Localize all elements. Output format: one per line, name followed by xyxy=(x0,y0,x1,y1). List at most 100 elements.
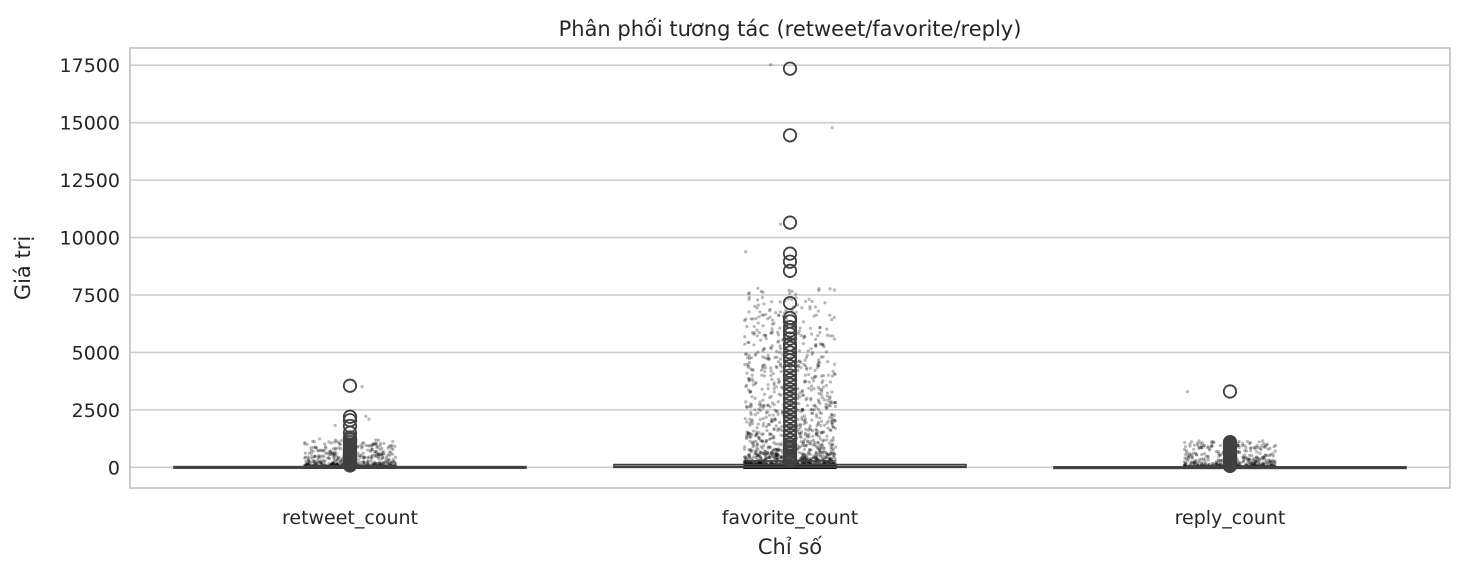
strip-point xyxy=(394,456,397,459)
strip-point xyxy=(374,441,377,444)
strip-point xyxy=(804,374,807,377)
strip-point xyxy=(833,372,836,375)
strip-point xyxy=(802,342,805,345)
strip-point xyxy=(763,370,766,373)
strip-point xyxy=(766,410,769,413)
strip-point xyxy=(767,358,770,361)
strip-point xyxy=(819,455,822,458)
strip-point xyxy=(812,387,815,390)
strip-point xyxy=(744,250,747,253)
strip-point xyxy=(829,395,832,398)
strip-point xyxy=(779,358,782,361)
strip-point xyxy=(777,400,780,403)
strip-point xyxy=(825,435,828,438)
strip-point xyxy=(825,438,828,441)
strip-point xyxy=(756,334,759,337)
strip-point xyxy=(820,393,823,396)
strip-point xyxy=(788,292,791,295)
strip-point xyxy=(804,380,807,383)
strip-point xyxy=(759,338,762,341)
strip-point xyxy=(830,439,833,442)
strip-point xyxy=(808,305,811,308)
strip-point xyxy=(827,374,830,377)
strip-point xyxy=(1262,442,1265,445)
strip-point xyxy=(798,326,801,329)
strip-point xyxy=(833,316,836,319)
strip-point xyxy=(753,325,756,328)
strip-point xyxy=(755,430,758,433)
strip-point xyxy=(807,349,810,352)
strip-point xyxy=(826,395,829,398)
strip-point xyxy=(771,449,774,452)
strip-point xyxy=(372,442,375,445)
strip-point xyxy=(768,396,771,399)
strip-point xyxy=(374,450,377,453)
strip-points xyxy=(303,63,1278,469)
strip-point xyxy=(759,418,762,421)
strip-point xyxy=(1245,449,1248,452)
strip-point xyxy=(758,310,761,313)
strip-point xyxy=(367,418,370,421)
strip-point xyxy=(762,432,765,435)
strip-point xyxy=(756,443,759,446)
strip-point xyxy=(834,446,837,449)
strip-point xyxy=(779,300,782,303)
strip-point xyxy=(828,416,831,419)
strip-point xyxy=(1258,440,1261,443)
strip-point xyxy=(811,412,814,415)
strip-point xyxy=(798,349,801,352)
strip-point xyxy=(377,438,380,441)
strip-point xyxy=(803,335,806,338)
strip-point xyxy=(334,459,337,462)
strip-point xyxy=(798,395,801,398)
strip-point xyxy=(319,461,322,464)
strip-point xyxy=(815,453,818,456)
strip-point xyxy=(360,446,363,449)
strip-point xyxy=(811,408,814,411)
strip-point xyxy=(765,439,768,442)
strip-point xyxy=(778,344,781,347)
strip-point xyxy=(803,414,806,417)
strip-point xyxy=(1193,444,1196,447)
strip-point xyxy=(771,323,774,326)
strip-point xyxy=(1248,458,1251,461)
strip-point xyxy=(752,343,755,346)
strip-point xyxy=(777,339,780,342)
strip-point xyxy=(746,433,749,436)
strip-point xyxy=(761,439,764,442)
strip-point xyxy=(359,444,362,447)
strip-point xyxy=(826,427,829,430)
strip-point xyxy=(1184,445,1187,448)
strip-point xyxy=(744,385,747,388)
strip-point xyxy=(391,440,394,443)
strip-point xyxy=(818,361,821,364)
strip-point xyxy=(768,438,771,441)
strip-point xyxy=(817,386,820,389)
strip-point xyxy=(814,338,817,341)
strip-point xyxy=(799,391,802,394)
strip-point xyxy=(806,453,809,456)
strip-point xyxy=(820,355,823,358)
strip-point xyxy=(750,403,753,406)
strip-point xyxy=(777,314,780,317)
strip-point xyxy=(747,310,750,313)
strip-point xyxy=(757,303,760,306)
strip-point xyxy=(756,328,759,331)
strip-point xyxy=(756,448,759,451)
strip-point xyxy=(765,337,768,340)
strip-point xyxy=(832,436,835,439)
strip-point xyxy=(764,334,767,337)
strip-point xyxy=(809,440,812,443)
strip-point xyxy=(810,385,813,388)
strip-point xyxy=(748,422,751,425)
strip-point xyxy=(798,424,801,427)
strip-point xyxy=(748,440,751,443)
strip-point xyxy=(308,460,311,463)
strip-point xyxy=(751,317,754,320)
strip-point xyxy=(825,456,828,459)
strip-point xyxy=(757,437,760,440)
strip-point xyxy=(819,424,822,427)
strip-point xyxy=(817,358,820,361)
strip-point xyxy=(801,409,804,412)
strip-point xyxy=(756,411,759,414)
